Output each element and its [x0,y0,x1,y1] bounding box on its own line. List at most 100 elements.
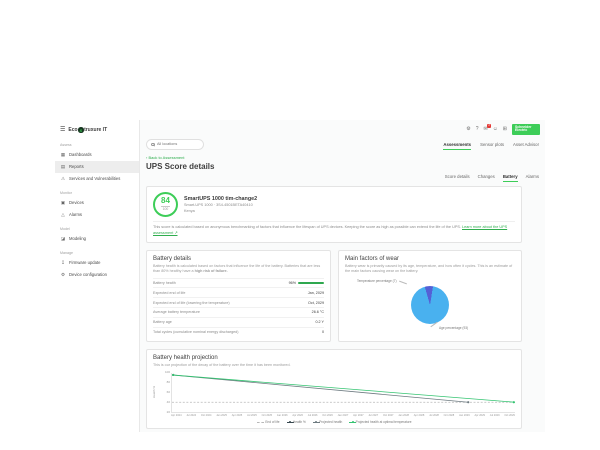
page-title: UPS Score details [146,161,215,171]
sidebar-item-modeling[interactable]: ◪ Modeling [55,233,139,245]
sidebar-item-reports[interactable]: ▤ Reports [55,161,139,173]
sidebar-nav: Assess ▦ Dashboards ▤ Reports ⚠ Services and V… [55,143,139,281]
battery-row-value: Oct, 2029 [308,300,324,305]
help-icon[interactable]: ? [475,125,479,132]
legend-marker [288,421,292,424]
score-value: 84 [161,196,170,206]
score-description-text: This score is calculated based on anonym… [153,224,462,229]
legend-label: Projected health at optimal temperature [355,420,412,425]
detail-tab-changes[interactable]: Changes [477,173,495,179]
score-header: 84 100 SmartUPS 1000 tim-change2 Smart-U… [153,191,515,217]
menu-icon[interactable]: ☰ [60,127,66,133]
reports-icon: ▤ [60,164,66,169]
schneider-electric-logo[interactable]: Schneider Electric [512,124,540,135]
legend-item-end-of-life: End of life [256,420,280,424]
battery-desc-bold: high risk of failure. [194,269,228,274]
device-configuration-icon: ⚙ [60,272,66,277]
tab-assessments[interactable]: Assessments [443,142,472,150]
sidebar-item-dashboards[interactable]: ▦ Dashboards [55,149,139,161]
legend-item-projected-health: Projected health [312,420,343,425]
x-tick: Oct 2029 [504,414,515,418]
battery-row-value: 0 [321,329,324,334]
health-projection-title: Battery health projection [153,355,218,362]
x-tick: Apr 2024 [171,414,182,418]
battery-details-card: Battery details Battery health is calcul… [146,249,331,343]
settings-icon[interactable]: ⚙ [466,125,471,132]
detail-tab-alarms[interactable]: Alarms [525,173,539,179]
tab-asset-advisor[interactable]: Asset Advisor [512,141,539,147]
back-link[interactable]: ‹ Back to Assessment [146,154,185,160]
sidebar-section-label-manage: Manage [60,251,73,255]
battery-row-label: Battery age [153,320,172,325]
legend-marker [351,421,354,424]
notifications-icon[interactable]: ✉ 2 [483,124,491,132]
battery-row-value: 26.6 °C [311,310,324,315]
wear-factors-description: Battery wear is primarily caused by its … [345,263,513,274]
logo-glyph-icon: S [78,127,84,133]
notification-badge: 2 [487,124,491,129]
x-tick: Jul 2025 [247,414,257,418]
tab-sensor-plots[interactable]: Sensor plots [480,141,504,147]
x-tick: Apr 2026 [292,414,303,418]
location-search[interactable] [146,138,204,150]
y-tick: 20 [166,410,170,415]
sidebar-item-label: Alarms [69,212,83,218]
battery-desc-text: Battery health is calculated based on fa… [153,263,321,274]
battery-row-battery-age: Battery age 0.2 Y [153,316,324,327]
sidebar-item-alarms[interactable]: △ Alarms [55,209,139,221]
toolbar-row: Assessments Sensor plots Asset Advisor [140,137,545,150]
devices-icon: ▣ [60,200,66,205]
detail-tab-score-details[interactable]: Score details [444,173,470,179]
legend-label: Health % [292,420,306,425]
health-projection-description: This is our projection of the decay of t… [153,363,291,368]
services-icon: ⚠ [60,176,66,181]
detail-tab-battery[interactable]: Battery [502,174,518,182]
x-tick: Jul 2024 [186,414,197,418]
sidebar-item-label: Devices [69,200,84,206]
sidebar-section-label-assess: Assess [60,143,72,147]
y-tick: 60 [166,390,170,395]
detail-tabs: Score details Changes Battery Alarms [140,174,545,182]
battery-row-label: Total cycles (cumulative nominal energy … [153,329,239,334]
battery-row-battery-health: Battery health 96% [153,277,324,288]
x-tick: Apr 2028 [413,414,425,418]
learn-more-link[interactable]: Learn more about the UPS assessment ↗ [153,224,508,235]
feedback-icon[interactable]: ☺ [492,125,498,132]
legend-item-health: Health % [286,420,306,425]
apps-icon[interactable]: ⊞ [502,125,507,132]
sidebar-item-firmware-update[interactable]: ↧ Firmware update [55,257,139,269]
sidebar-item-label: Reports [69,164,84,170]
x-tick: Apr 2029 [474,414,485,418]
x-tick: Jan 2027 [337,414,349,418]
score-divider [161,206,170,208]
wear-pie-chart[interactable] [411,285,449,324]
sidebar-item-services-and-vulnerabilities[interactable]: ⚠ Services and Vulnerabilities [55,173,139,185]
x-tick: Jul 2027 [368,414,379,418]
x-tick: Jul 2029 [489,414,500,418]
health-projection-card: Battery health projection This is our pr… [146,349,522,430]
sidebar-item-label: Firmware update [69,260,101,266]
search-input[interactable] [157,142,199,147]
wear-pie-zone: Temperature percentage (7) Age percentag… [345,275,515,332]
cards-row: Battery details Battery health is calcul… [146,249,522,343]
projection-chart[interactable]: Health % 20 40 60 80 100 [152,371,516,414]
sidebar-section-label-monitor: Monitor [60,191,72,195]
x-tick: Oct 2024 [200,414,212,418]
legend-marker [315,421,318,424]
legend-label: Projected health [319,420,343,425]
battery-row-label: Expected end of life [153,290,186,295]
wear-factors-card: Main factors of wear Battery wear is pri… [338,249,522,343]
modeling-icon: ◪ [60,236,66,241]
battery-row-average-battery-temperature: Average battery temperature 26.6 °C [153,307,324,317]
battery-row-expected-end-of-life: Expected end of life Jan, 2029 [153,287,324,297]
sidebar-item-devices[interactable]: ▣ Devices [55,197,139,209]
wear-factors-title: Main factors of wear [345,255,400,262]
sidebar-section-label-model: Model [60,227,70,231]
x-tick: Jan 2029 [458,414,470,418]
battery-details-title: Battery details [153,255,192,262]
battery-row-expected-end-of-life-lowering-the-temperature: Expected end of life (lowering the tempe… [153,297,324,307]
sidebar-item-device-configuration[interactable]: ⚙ Device configuration [55,269,139,281]
logo-text-post: truxure IT [84,127,108,133]
